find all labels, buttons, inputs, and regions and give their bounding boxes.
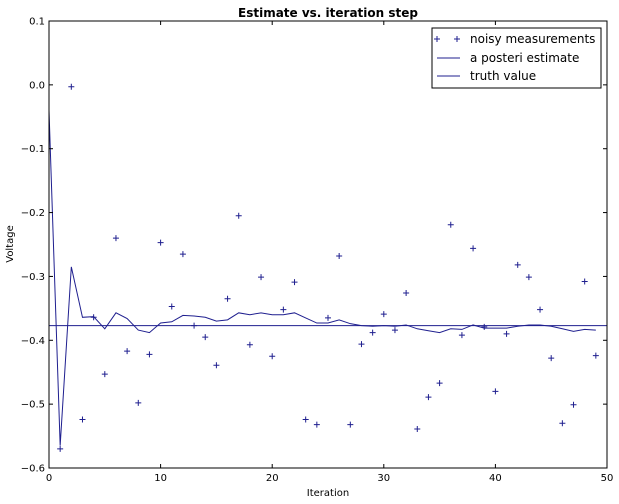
measurement-point [358,341,365,348]
measurement-point [302,416,309,423]
measurement-point [280,306,287,313]
measurement-point [246,341,253,348]
measurement-point [179,251,186,258]
x-tick-label: 10 [154,473,167,484]
axes-frame [48,20,608,469]
measurement-point [581,278,588,285]
measurement-point [492,388,499,395]
measurement-point [124,348,131,355]
measurement-point [168,303,175,310]
measurement-point [291,279,298,286]
measurement-point [481,323,488,330]
legend-label-estimate: a posteri estimate [470,51,579,65]
y-tick-label: −0.6 [21,464,45,475]
measurement-point [592,352,599,359]
measurement-point [503,330,510,337]
measurement-point [391,327,398,334]
measurement-point [403,290,410,297]
y-tick-label: −0.5 [21,400,45,411]
measurement-point [224,295,231,302]
y-tick-label: 0.0 [29,80,45,91]
measurement-point [213,362,220,369]
measurement-point [79,416,86,423]
measurement-point [258,274,265,281]
measurement-point [537,306,544,313]
measurement-point [559,420,566,427]
measurement-point [414,426,421,433]
estimate-line [48,110,596,446]
chart-title: Estimate vs. iteration step [238,6,418,20]
y-tick-label: −0.1 [21,144,45,155]
x-tick-label: 0 [46,473,52,484]
axis-ticks: 0 10 20 30 40 50 0.1 0.0 −0.1 −0.2 −0.3 −0.4 −0.5 −0.… [21,17,614,485]
y-tick-label: −0.4 [21,336,45,347]
legend-marker-noisy [434,36,460,42]
measurement-point [436,380,443,387]
measurement-point [57,445,64,452]
x-tick-label: 30 [377,473,390,484]
measurement-point [570,401,577,408]
y-tick-label: 0.1 [29,17,45,28]
x-tick-label: 40 [489,473,502,484]
measurement-point [313,421,320,428]
measurement-point [548,355,555,362]
measurement-point [90,314,97,321]
measurement-point [380,311,387,318]
measurement-point [157,239,164,246]
x-axis-label: Iteration [307,488,349,499]
legend-label-truth: truth value [470,69,536,83]
measurement-point [112,235,119,242]
measurement-point [425,394,432,401]
legend-box [431,27,602,89]
measurement-point [191,322,198,329]
plot-area [48,83,607,452]
measurement-point [369,329,376,336]
x-tick-label: 20 [266,473,279,484]
measurement-point [101,371,108,378]
measurement-point [68,83,75,90]
measurement-point [135,399,142,406]
legend-label-noisy: noisy measurements [470,32,595,46]
measurement-point [525,274,532,281]
measurement-point [146,351,153,358]
y-axis-label: Voltage [5,225,16,263]
measurement-point [235,212,242,219]
measurement-point [514,261,521,268]
measurement-point [202,334,209,341]
measurement-point [336,252,343,259]
measurement-point [470,245,477,252]
measurement-point [458,332,465,339]
measurement-point [269,353,276,360]
y-tick-label: −0.3 [21,272,45,283]
measurement-point [447,221,454,228]
measurement-point [325,314,331,321]
x-tick-label: 50 [601,473,614,484]
y-tick-label: −0.2 [21,208,45,219]
legend: noisy measurements a posteri estimate tr… [431,27,602,89]
measurement-point [347,421,354,428]
